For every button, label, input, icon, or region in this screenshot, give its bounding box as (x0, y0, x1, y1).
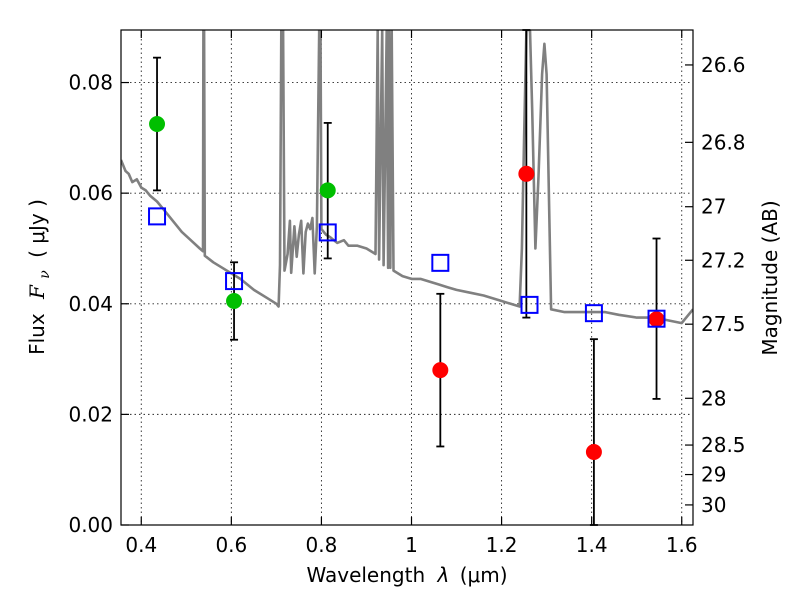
y-tick-label: 0.02 (68, 402, 113, 426)
y2-tick-label: 28 (701, 386, 726, 410)
model-square-point (520, 295, 539, 314)
green-data-point (226, 293, 243, 310)
y-tick-label: 0.08 (68, 71, 113, 95)
y-axis-label: Flux F ν ( μJy ) (25, 199, 54, 355)
y2-tick-label: 26.8 (701, 130, 746, 154)
red-data-point (648, 311, 665, 328)
model-square-point (225, 272, 244, 291)
x-tick-label: 1.6 (666, 533, 698, 557)
x-tick-label: 1.4 (576, 533, 608, 557)
y2-axis-ticks: 26.6 26.8 27 27.2 27.5 28 28.5 29 30 (685, 53, 746, 517)
plot-frame (120, 29, 694, 526)
model-spectrum-line (121, 30, 693, 325)
marker-layer (148, 116, 666, 460)
grid-lines (121, 30, 693, 525)
red-data-point (585, 443, 602, 460)
green-data-point (149, 116, 166, 133)
y-tick-label: 0.06 (68, 181, 113, 205)
y-tick-label: 0.00 (68, 513, 113, 537)
x-tick-label: 0.4 (125, 533, 157, 557)
model-square-point (148, 207, 167, 226)
y2-tick-label: 27.2 (701, 248, 746, 272)
y2-tick-label: 27 (701, 195, 726, 219)
x-tick-label: 1 (405, 533, 418, 557)
model-square-point (318, 223, 337, 242)
y-axis-ticks: 0.00 0.02 0.04 0.06 0.08 (68, 71, 129, 537)
y2-tick-label: 26.6 (701, 53, 746, 77)
model-square-point (647, 309, 666, 328)
green-data-point (319, 182, 336, 199)
y-tick-label: 0.04 (68, 292, 113, 316)
x-axis-label: Wavelength λ (μm) (306, 563, 507, 587)
y2-tick-label: 29 (701, 463, 726, 487)
y2-tick-label: 27.5 (701, 312, 746, 336)
y2-axis-label: Magnitude (AB) (758, 200, 782, 355)
y2-tick-label: 30 (701, 493, 726, 517)
y2-tick-label: 28.5 (701, 433, 746, 457)
model-square-point (584, 304, 603, 323)
red-data-point (518, 165, 535, 182)
spectrum-layer (121, 30, 693, 325)
x-axis-ticks: 0.4 0.6 0.8 1 1.2 1.4 1.6 (125, 30, 698, 557)
red-data-point (432, 362, 449, 379)
x-tick-label: 0.6 (215, 533, 247, 557)
x-tick-label: 1.2 (486, 533, 518, 557)
model-square-point (431, 253, 450, 272)
x-tick-label: 0.8 (306, 533, 338, 557)
